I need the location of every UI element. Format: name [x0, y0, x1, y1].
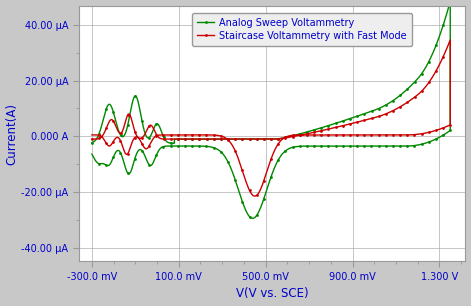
Staircase Voltammetry with Fast Mode: [252, 194, 258, 198]
Line: Staircase Voltammetry with Fast Mode: Staircase Voltammetry with Fast Mode: [90, 39, 452, 197]
Analog Sweep Voltammetry: [95, 161, 100, 165]
Analog Sweep Voltammetry: [410, 82, 416, 85]
Analog Sweep Voltammetry: [89, 152, 95, 156]
Analog Sweep Voltammetry: [256, 137, 261, 141]
Analog Sweep Voltammetry: [250, 217, 255, 220]
Analog Sweep Voltammetry: [359, 113, 365, 116]
X-axis label: V(V vs. SCE): V(V vs. SCE): [236, 287, 309, 300]
Staircase Voltammetry with Fast Mode: [359, 119, 365, 123]
Staircase Voltammetry with Fast Mode: [89, 137, 95, 141]
Legend: Analog Sweep Voltammetry, Staircase Voltammetry with Fast Mode: Analog Sweep Voltammetry, Staircase Volt…: [192, 13, 412, 46]
Analog Sweep Voltammetry: [89, 141, 95, 144]
Staircase Voltammetry with Fast Mode: [447, 38, 453, 42]
Staircase Voltammetry with Fast Mode: [260, 137, 265, 141]
Staircase Voltammetry with Fast Mode: [256, 137, 261, 141]
Analog Sweep Voltammetry: [263, 137, 268, 141]
Line: Analog Sweep Voltammetry: Analog Sweep Voltammetry: [90, 0, 452, 220]
Y-axis label: Current(A): Current(A): [6, 103, 18, 165]
Staircase Voltammetry with Fast Mode: [410, 96, 416, 100]
Staircase Voltammetry with Fast Mode: [95, 133, 100, 137]
Staircase Voltammetry with Fast Mode: [263, 137, 268, 141]
Analog Sweep Voltammetry: [447, 0, 453, 3]
Analog Sweep Voltammetry: [260, 137, 265, 141]
Staircase Voltammetry with Fast Mode: [89, 133, 95, 137]
